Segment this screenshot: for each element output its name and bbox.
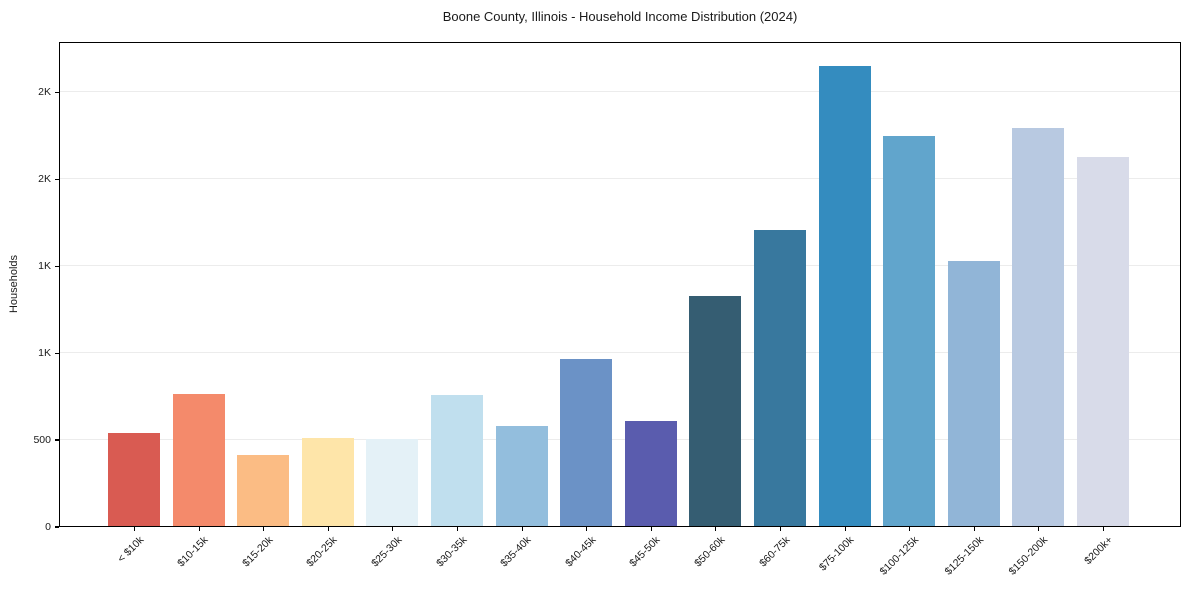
x-tick-mark [327,527,329,531]
x-tick-mark [650,527,652,531]
x-tick-mark [779,527,782,531]
bar [108,433,160,526]
gridline [60,177,1180,179]
x-tick-label: $20-25k [304,534,340,570]
y-tick-label: 1K [38,346,51,359]
x-tick-mark [521,527,523,531]
x-tick-label: $25-30k [369,534,405,570]
y-tick-mark [55,265,59,267]
bar [560,359,613,526]
x-tick-mark [392,527,394,531]
x-tick-label: $125-150k [942,534,986,578]
chart-title: Boone County, Illinois - Household Incom… [442,9,798,24]
x-tick-mark [1038,527,1040,531]
bar [237,454,290,526]
x-tick-label: $45-50k [627,534,663,570]
bar [495,426,548,526]
y-tick-mark [55,439,59,441]
x-tick-mark [133,527,136,531]
x-tick-mark [263,527,265,531]
x-tick-mark [973,527,975,531]
x-tick-label: $15-20k [239,534,276,570]
x-tick-mark [198,527,200,531]
x-tick-label: $100-125k [877,534,922,578]
y-tick-label: 1K [38,259,51,272]
bar [172,393,225,526]
y-tick-label: 2K [38,172,51,185]
x-tick-label: $150-200k [1006,534,1051,578]
x-tick-mark [456,527,459,531]
bar [366,439,419,526]
x-tick-label: $60-75k [756,534,792,570]
y-tick-mark [55,526,59,528]
bar [431,394,483,526]
x-tick-label: $35-40k [498,534,534,570]
x-tick-mark [586,527,588,531]
y-tick-mark [55,178,59,180]
y-tick-label: 500 [33,433,51,446]
bar [689,295,742,526]
x-tick-label: $50-60k [692,534,728,570]
x-tick-mark [844,527,846,531]
bar [624,420,677,526]
bar [301,438,354,526]
x-tick-label: < $10k [114,534,146,565]
y-tick-label: 2K [38,85,51,98]
bar [883,135,936,526]
x-tick-label: $30-35k [433,534,469,570]
gridline [60,438,1180,440]
bar [754,229,806,526]
gridline [60,351,1180,353]
gridline [60,264,1180,266]
x-tick-mark [715,527,717,531]
y-tick-mark [55,91,59,93]
bar [1077,156,1129,526]
bar [1012,127,1065,526]
x-tick-label: $40-45k [562,534,599,570]
y-tick-mark [55,352,59,354]
bar [947,260,1000,526]
plot-area [59,42,1181,527]
x-tick-mark [909,527,911,531]
gridline [60,90,1180,92]
x-tick-label: $75-100k [817,534,857,574]
x-tick-label: $10-15k [175,534,211,570]
x-tick-label: $200k+ [1081,534,1115,568]
y-tick-label: 0 [45,520,51,533]
x-tick-mark [1102,527,1105,531]
bar [818,66,871,526]
